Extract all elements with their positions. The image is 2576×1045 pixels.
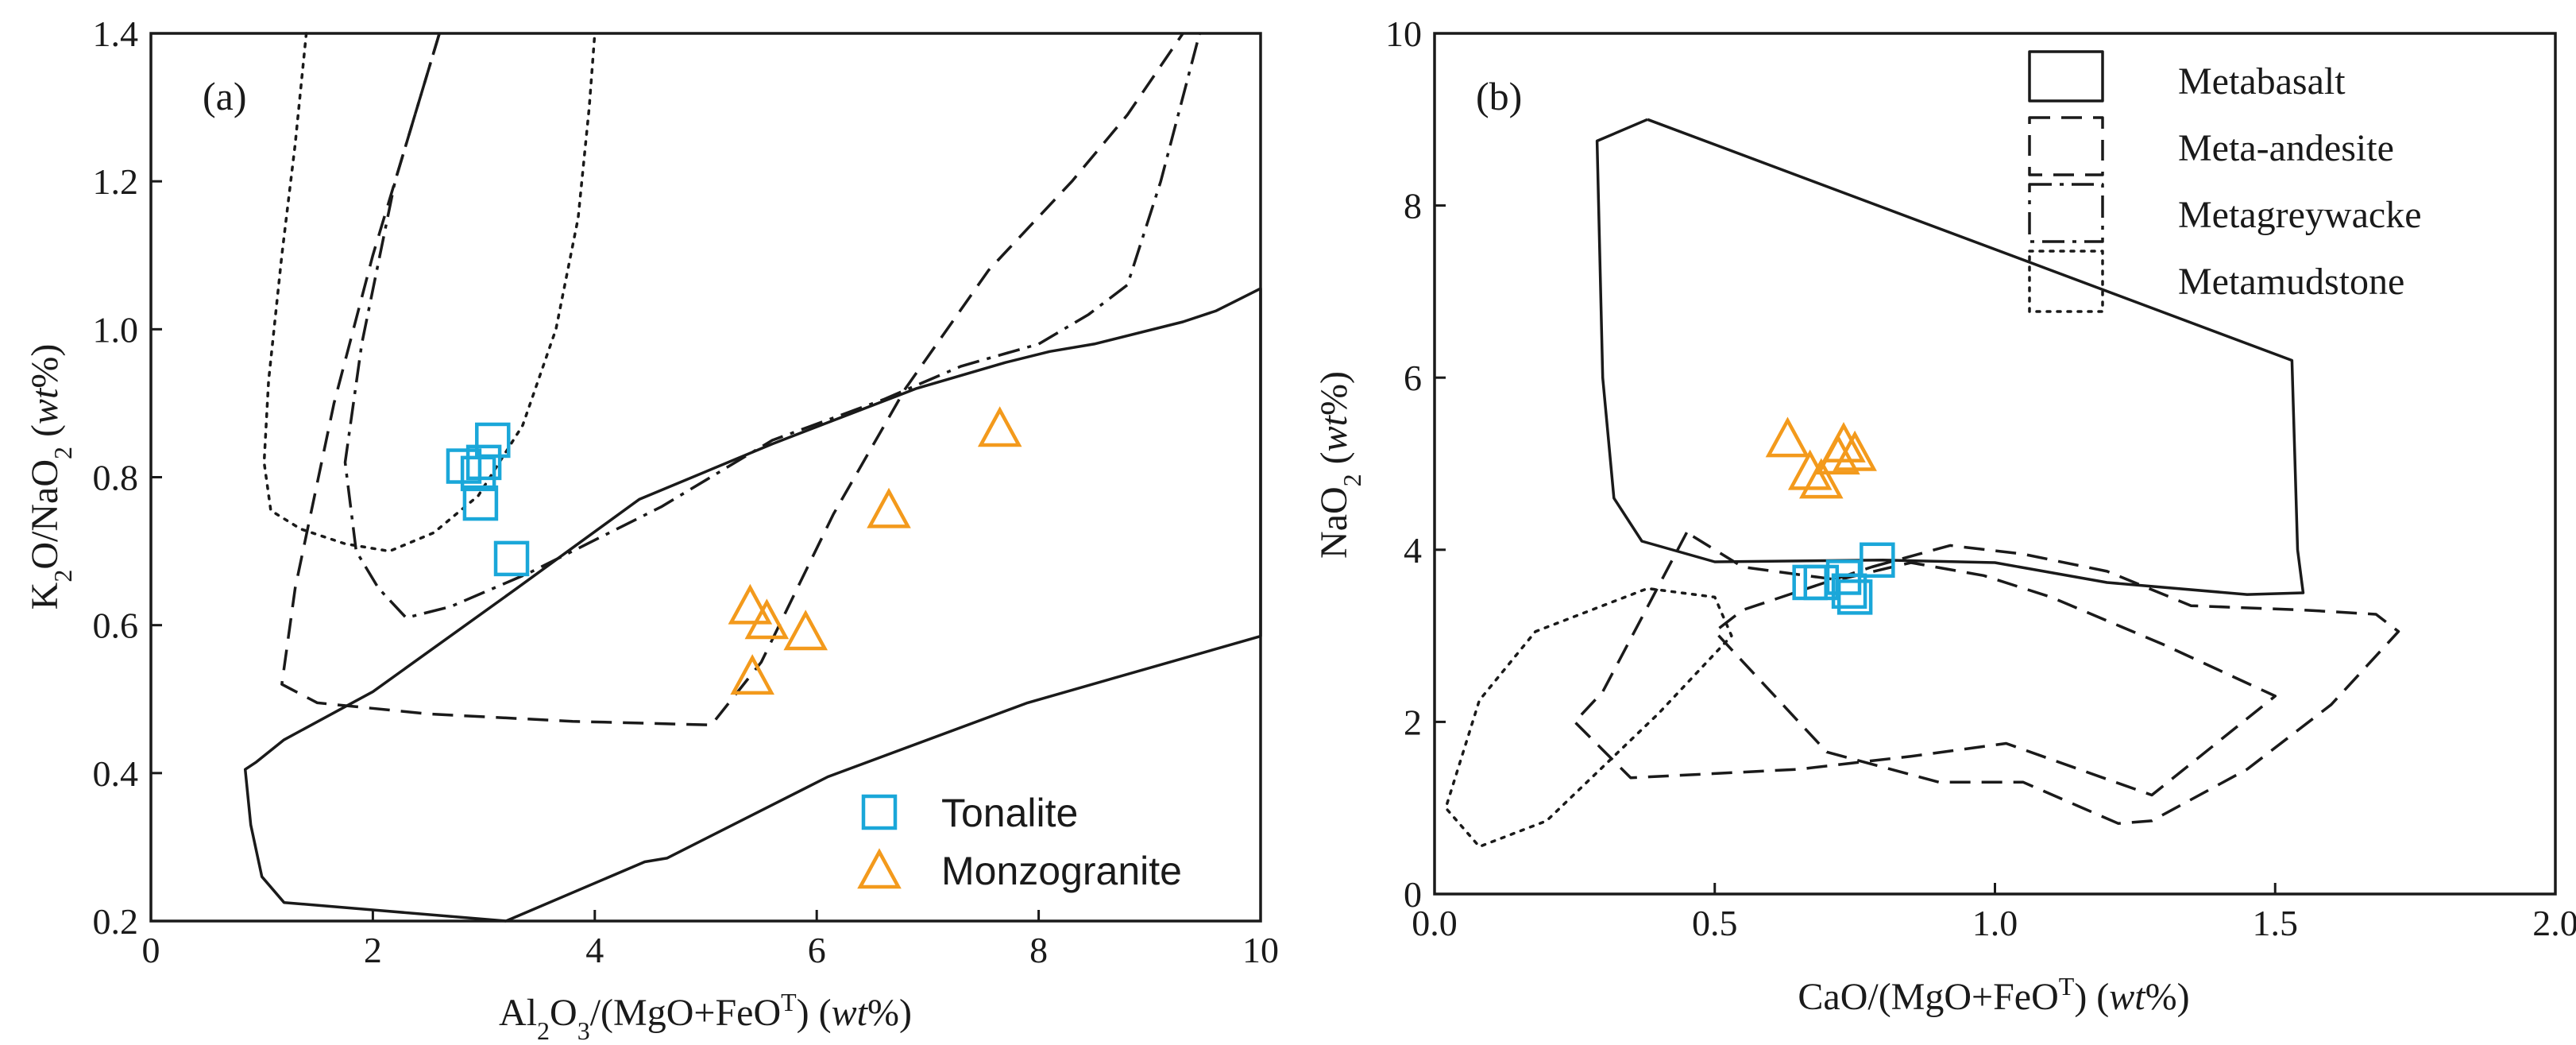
panel-b-y-tick-label: 6 [1404, 358, 1422, 398]
panel-a-point-monzogranite [783, 610, 828, 651]
panel-b-ticks: 0.0 0.5 1.0 1.5 2.0 0 2 4 6 8 10 [1385, 14, 2576, 943]
panel-b-point-monzogranite [1833, 430, 1877, 471]
legend-label-meta-andesite: Meta-andesite [2178, 127, 2394, 169]
panel-b-legend: Metabasalt Meta-andesite Metagreywacke M… [2028, 50, 2422, 313]
legend-swatch-meta-andesite [2028, 116, 2104, 176]
legend-swatch-metabasalt [2028, 50, 2104, 103]
panel-a-legend: Tonalite Monzogranite [857, 791, 1182, 893]
panel-a-label: (a) [203, 74, 247, 118]
panel-a-point-tonalite [493, 540, 530, 577]
panel-a-field-dash-dot-2 [343, 33, 1201, 620]
legend-swatch-metagreywacke [2028, 183, 2104, 243]
panel-a-x-tick-label: 0 [142, 930, 160, 970]
panel-b-point-tonalite [1803, 564, 1840, 601]
panel-b-points [1765, 416, 1895, 615]
panel-a-x-axis-label: Al2O3/(MgO+FeOT) (wt%) [499, 988, 912, 1045]
panel-a-ticks: 0 2 4 6 8 10 0.2 0.4 0.6 0.8 1.0 1.2 1.4 [93, 14, 1280, 970]
panel-b-point-monzogranite [1798, 458, 1844, 499]
panel-a-point-monzogranite [728, 583, 773, 625]
panel-a-y-tick-label: 1.0 [93, 309, 139, 350]
panel-b-y-tick-label: 2 [1404, 702, 1422, 742]
panel-b-point-tonalite [1836, 579, 1873, 615]
panel-a-y-tick-label: 1.2 [93, 161, 139, 202]
panel-b-field-dotted-3 [1444, 586, 1733, 849]
panel-b-y-tick-label: 8 [1404, 186, 1422, 226]
panel-a-x-tick-label: 6 [808, 930, 826, 970]
panel-b-field-dashed-1 [1573, 531, 2277, 797]
panel-b-point-tonalite [1825, 559, 1862, 595]
panel-a-point-monzogranite [744, 598, 790, 640]
panel-a-x-tick-label: 10 [1242, 930, 1279, 970]
legend-swatch-metamudstone [2028, 250, 2104, 313]
panel-a-field-dotted-3 [262, 32, 597, 553]
panel-a-point-tonalite [475, 422, 511, 459]
panel-b-field-dashed-2 [1713, 544, 2400, 825]
panel-a-y-axis-label: K2O/NaO2 (wt%) [24, 344, 77, 610]
legend-marker-tonalite [861, 794, 898, 830]
panel-b-y-tick-label: 0 [1404, 874, 1422, 915]
panel-b-y-tick-label: 4 [1404, 530, 1422, 571]
panel-a-point-tonalite [465, 444, 502, 481]
legend-label-tonalite: Tonalite [941, 791, 1078, 835]
panel-b-x-tick-label: 0.0 [1412, 903, 1458, 943]
panel-b-label: (b) [1476, 74, 1522, 118]
panel-b-point-tonalite [1831, 573, 1867, 610]
panel-b-y-tick-label: 10 [1385, 14, 1422, 54]
panel-a-y-tick-label: 0.2 [93, 901, 139, 942]
panel-a-point-tonalite [462, 485, 499, 521]
legend-label-monzogranite: Monzogranite [941, 849, 1182, 893]
panel-a-field-dashed-1 [280, 33, 1184, 727]
panel-b-y-axis-label: NaO2 (wt%) [1313, 371, 1366, 559]
panel-a-x-tick-label: 4 [585, 930, 604, 970]
panel-a-y-tick-label: 0.6 [93, 606, 139, 646]
legend-label-metamudstone: Metamudstone [2178, 261, 2404, 303]
panel-b-x-axis-label: CaO/(MgO+FeOT) (wt%) [1798, 972, 2189, 1018]
panel-b-x-tick-label: 1.5 [2253, 903, 2299, 943]
panel-b-chart: (b) 0.0 0.5 1.0 1.5 2.0 0 2 4 6 8 10 Metabasalt Me… [1313, 14, 2576, 1018]
panel-a-fields [243, 32, 1262, 923]
panel-a-point-monzogranite [867, 487, 911, 528]
panel-a-x-tick-label: 8 [1029, 930, 1048, 970]
panel-b-point-monzogranite [1821, 421, 1866, 463]
panel-b-x-tick-label: 0.5 [1692, 903, 1738, 943]
panel-a-chart: (a) 0 2 4 6 8 10 0.2 0.4 0.6 0.8 1.0 1.2 1.4 Tonalit… [24, 14, 1279, 1045]
panel-a-points [446, 406, 1022, 695]
panel-b-point-tonalite [1860, 542, 1895, 579]
panel-b-fields [1444, 118, 2400, 849]
panel-b-x-tick-label: 2.0 [2532, 903, 2576, 943]
panel-a-y-tick-label: 1.4 [93, 14, 139, 54]
legend-label-metagreywacke: Metagreywacke [2178, 194, 2422, 236]
panel-b-field-solid-0 [1595, 118, 2305, 596]
legend-marker-monzogranite [857, 848, 902, 889]
panel-a-y-tick-label: 0.4 [93, 753, 139, 794]
panel-b-x-tick-label: 1.0 [1972, 903, 2018, 943]
panel-a-x-tick-label: 2 [364, 930, 382, 970]
legend-label-metabasalt: Metabasalt [2178, 60, 2346, 103]
panel-a-point-monzogranite [977, 406, 1022, 447]
panel-a-y-tick-label: 0.8 [93, 458, 139, 498]
panel-b-point-monzogranite [1765, 416, 1810, 458]
panel-a-point-monzogranite [730, 654, 774, 695]
panel-a-field-solid-0 [243, 287, 1262, 923]
